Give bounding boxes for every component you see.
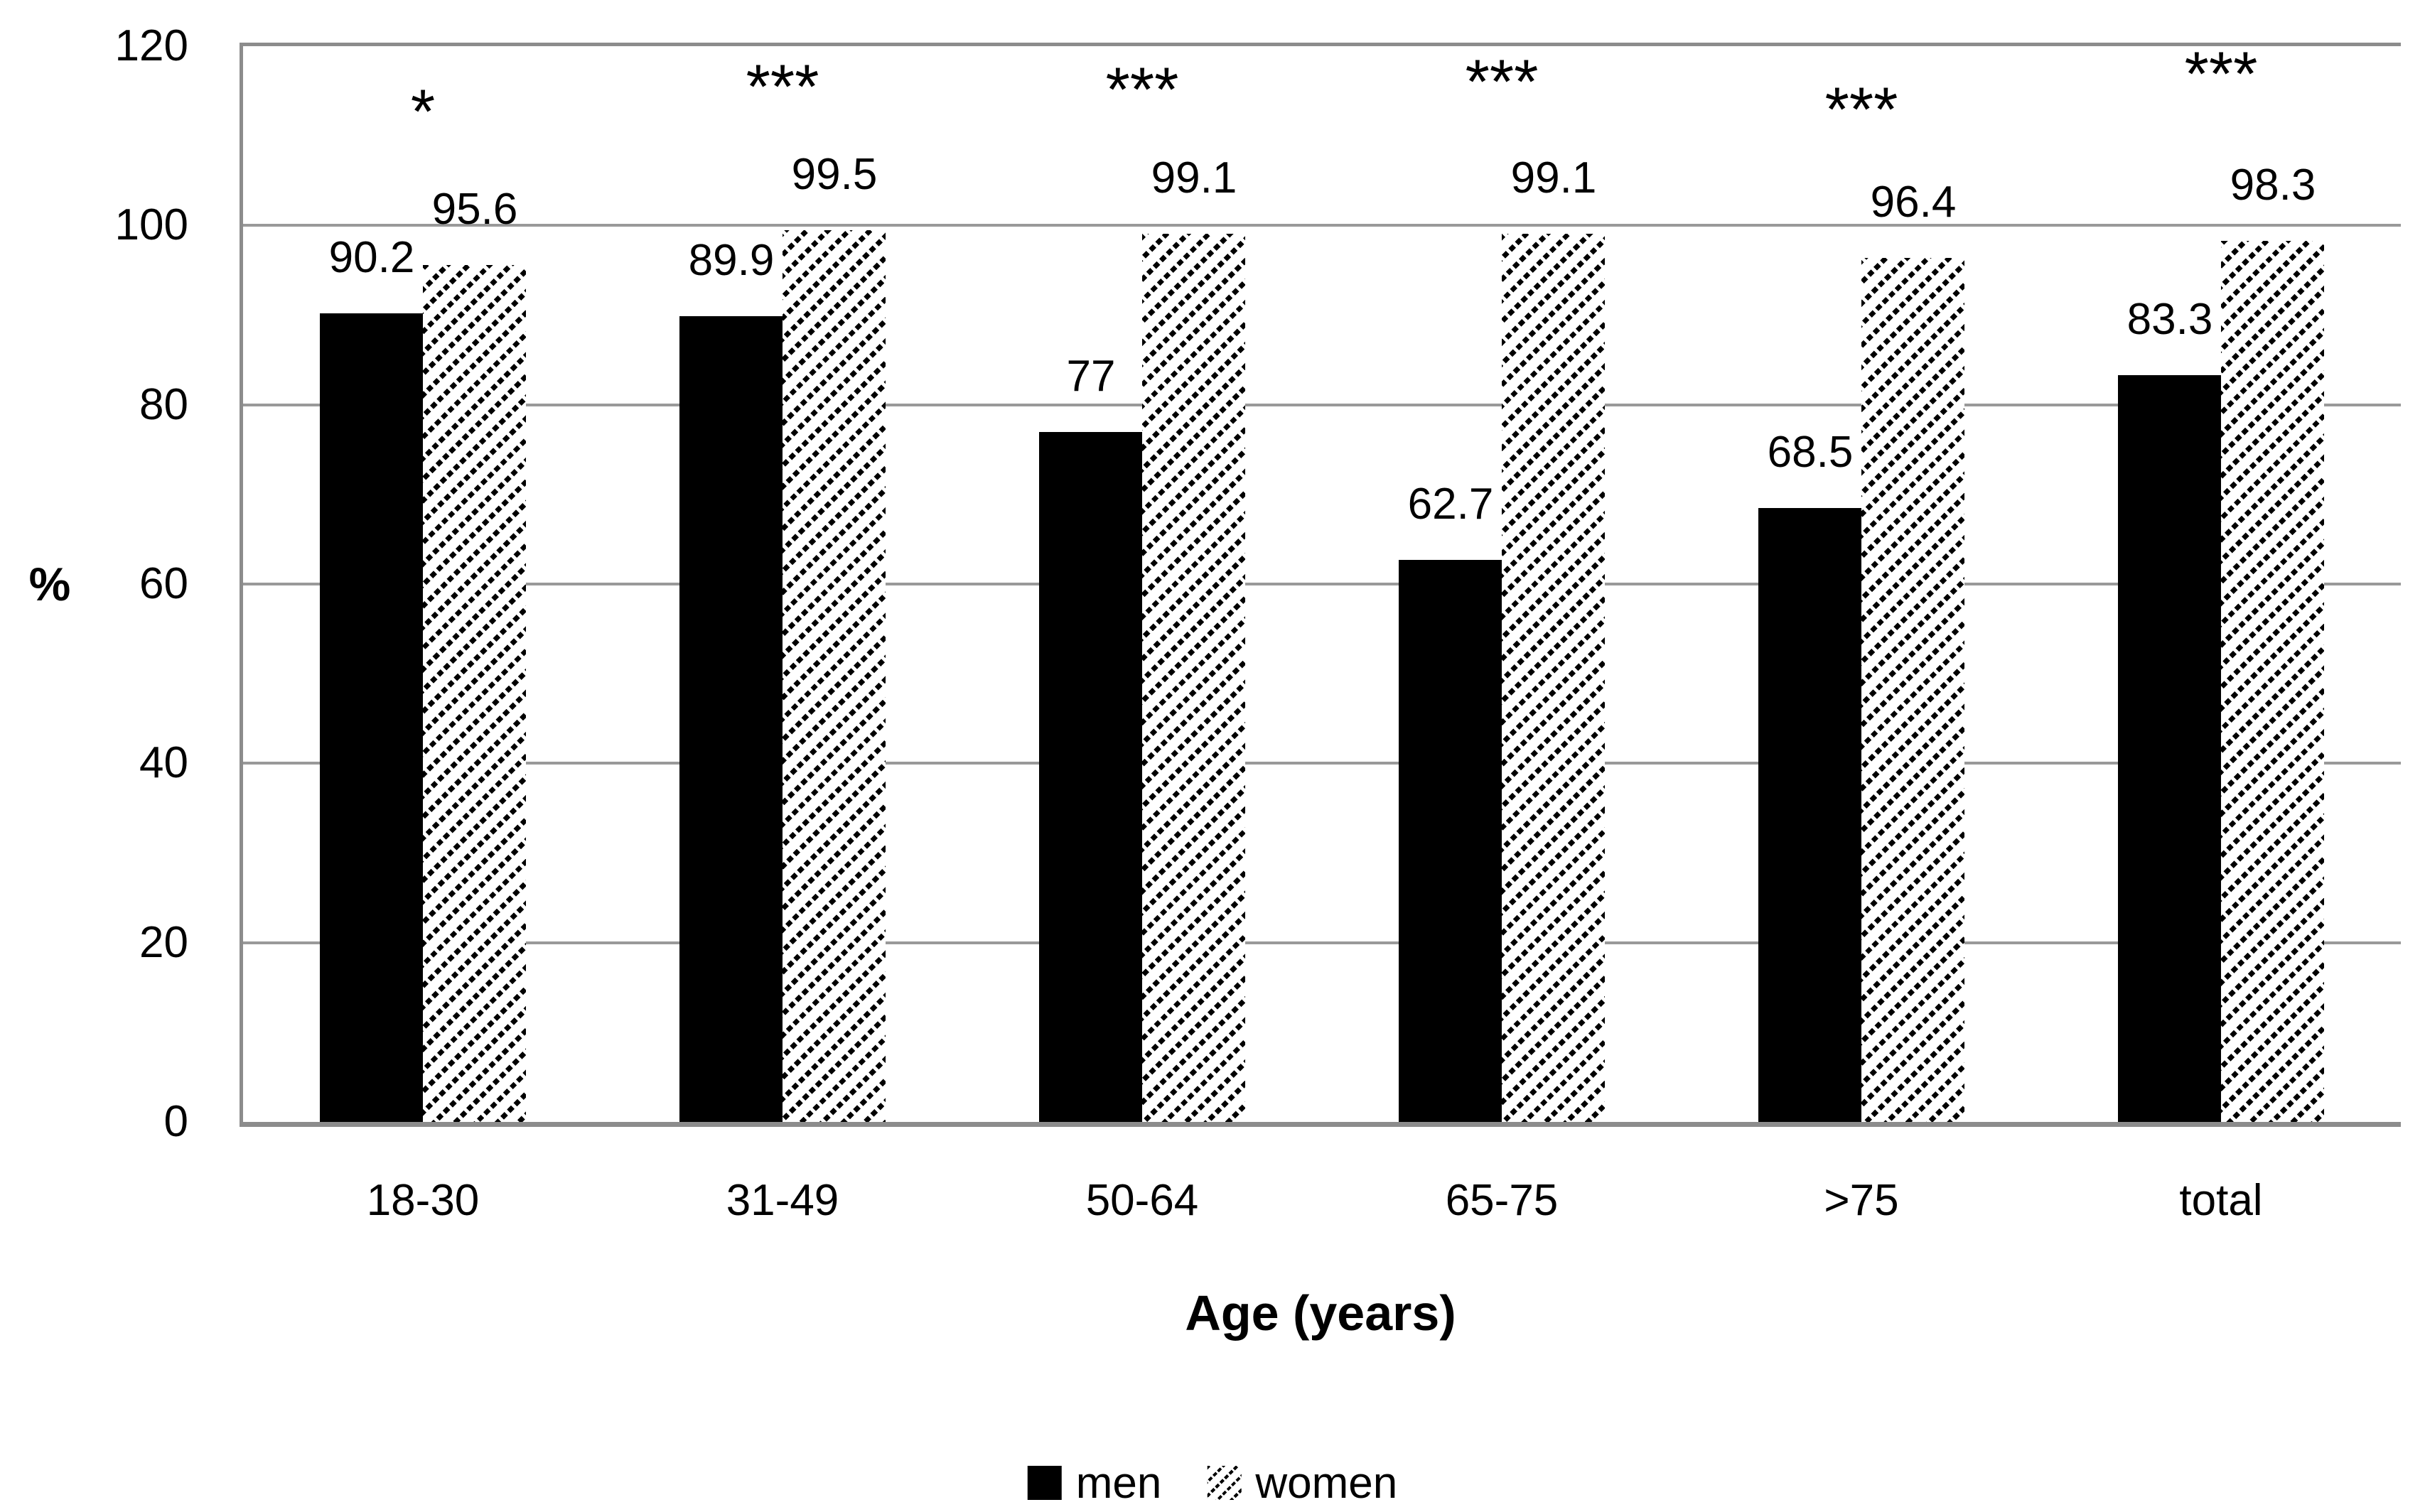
women-value-label: 95.6	[431, 185, 518, 234]
gridline-60	[243, 583, 2401, 585]
legend-men-label: men	[1075, 1458, 1162, 1508]
x-axis-title: Age (years)	[1185, 1285, 1456, 1341]
women-bar-31-49	[783, 230, 886, 1122]
significance-stars-total: ***	[2184, 38, 2258, 109]
women-bar-50-64	[1142, 234, 1245, 1122]
gridline-80	[243, 404, 2401, 406]
significance-stars-50-64: ***	[1105, 54, 1179, 124]
x-axis-tick-label-65-75: 65-75	[1445, 1176, 1559, 1225]
women-value-label: 99.1	[1510, 153, 1597, 202]
y-axis-tick-label: 60	[139, 559, 188, 608]
men-value-label: 90.2	[328, 233, 415, 282]
x-axis-tick-label-18-30: 18-30	[366, 1176, 480, 1225]
women-bar-18-30	[423, 265, 526, 1122]
men-bar-65-75	[1399, 560, 1502, 1122]
gridline-20	[243, 941, 2401, 944]
y-axis-tick-label: 120	[114, 21, 188, 70]
y-axis-tick-label: 100	[114, 200, 188, 249]
x-axis-tick-label-total: total	[2179, 1176, 2263, 1225]
significance-stars-65-75: ***	[1465, 46, 1539, 117]
x-axis-tick-label-50-64: 50-64	[1085, 1176, 1199, 1225]
y-axis-tick-label: 0	[163, 1097, 188, 1146]
women-value-label: 99.5	[791, 150, 878, 199]
plot-area: 90.2 95.6 * 89.9 99.5 *** 77 99.1 *** 62.7 99.1 ***…	[240, 43, 2401, 1127]
significance-stars-18-30: *	[410, 76, 436, 146]
x-axis-tick-label-31-49: 31-49	[726, 1176, 839, 1225]
women-bar->75	[1861, 258, 1964, 1122]
legend-women-label: women	[1255, 1458, 1398, 1508]
men-bar->75	[1758, 508, 1861, 1122]
y-axis-tick-label: 40	[139, 738, 188, 787]
y-axis-tick-label: 80	[139, 380, 188, 429]
y-axis-title: %	[28, 558, 71, 610]
women-bar-65-75	[1502, 234, 1605, 1122]
men-bar-18-30	[320, 313, 423, 1122]
legend: men women	[1027, 1454, 1398, 1512]
y-axis-tick-label: 20	[139, 918, 188, 967]
men-value-label: 77	[1066, 352, 1116, 401]
gridline-100	[243, 224, 2401, 227]
women-value-label: 98.3	[2230, 161, 2316, 210]
significance-stars-31-49: ***	[746, 51, 819, 122]
women-value-label: 96.4	[1870, 178, 1957, 227]
x-axis-tick-label->75: >75	[1824, 1176, 1899, 1225]
men-value-label: 89.9	[688, 236, 775, 285]
men-bar-50-64	[1039, 432, 1142, 1122]
men-bar-31-49	[679, 316, 783, 1122]
legend-men-swatch	[1027, 1466, 1062, 1500]
legend-women-swatch	[1207, 1466, 1242, 1500]
men-value-label: 83.3	[2126, 295, 2213, 344]
men-bar-total	[2118, 375, 2221, 1122]
men-value-label: 68.5	[1767, 428, 1854, 477]
men-value-label: 62.7	[1407, 480, 1494, 529]
gridline-40	[243, 762, 2401, 765]
women-value-label: 99.1	[1151, 153, 1237, 202]
significance-stars->75: ***	[1824, 74, 1898, 144]
women-bar-total	[2221, 241, 2324, 1122]
